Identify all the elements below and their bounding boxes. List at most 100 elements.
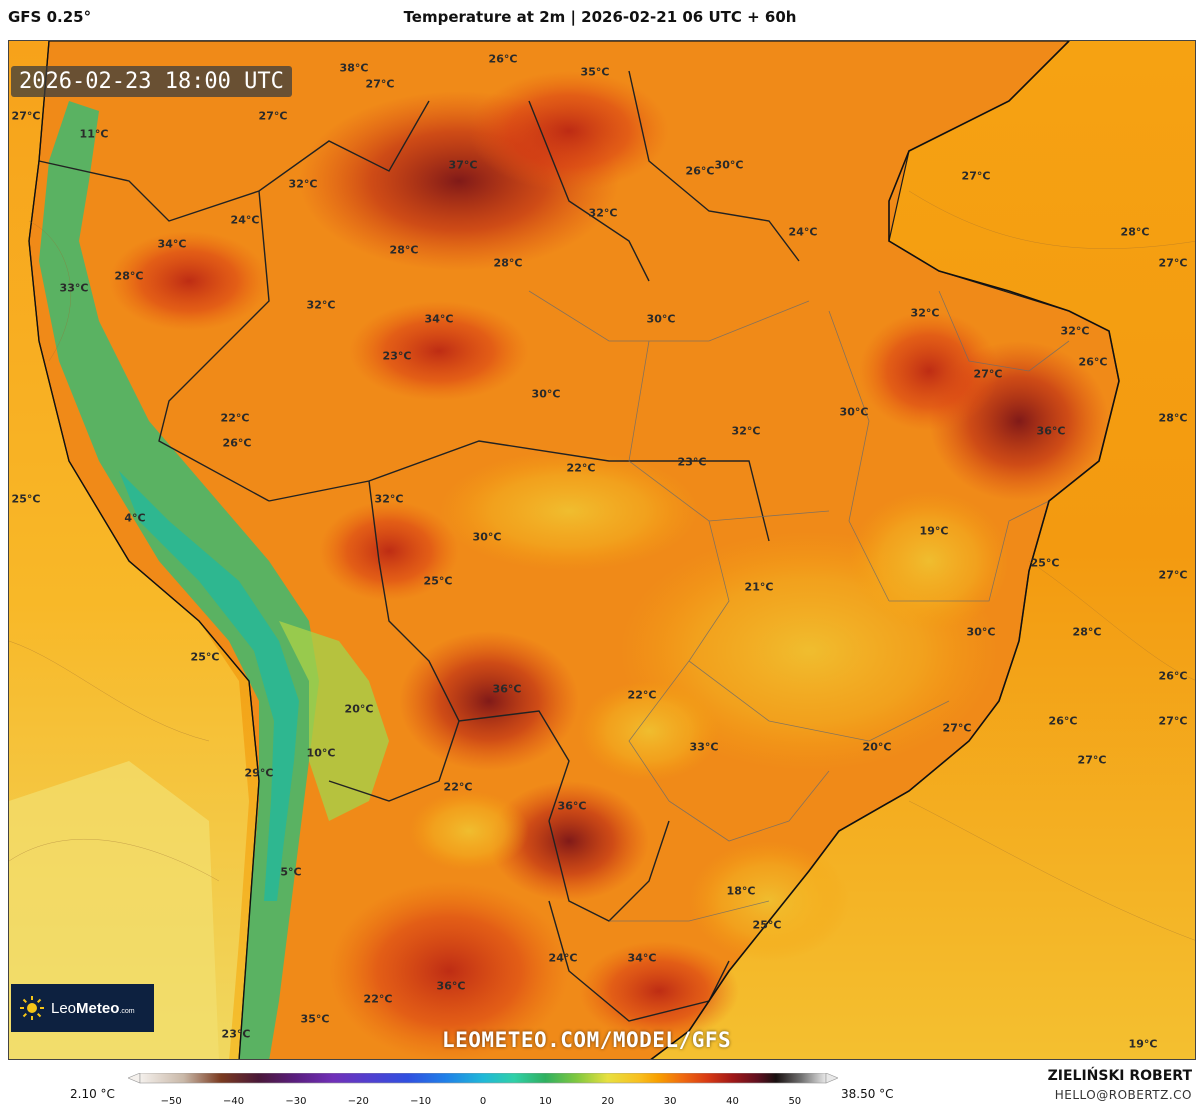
temperature-label: 22°C — [363, 992, 393, 1006]
temperature-label: 28°C — [1158, 411, 1188, 425]
temperature-label: 27°C — [961, 169, 991, 183]
temperature-label: 19°C — [1128, 1037, 1158, 1051]
temperature-label: 20°C — [862, 740, 892, 754]
colorbar-tick-label: −30 — [285, 1096, 307, 1107]
hot-zone-rondonia — [319, 501, 459, 601]
temperature-label: 26°C — [1158, 669, 1188, 683]
temperature-label: 36°C — [557, 799, 587, 813]
temperature-label: 34°C — [627, 951, 657, 965]
isotherm-contours — [9, 190, 1195, 941]
temperature-label: 27°C — [942, 721, 972, 735]
temperature-label: 32°C — [910, 306, 940, 320]
temperature-label: 26°C — [488, 52, 518, 66]
temperature-label: 23°C — [382, 349, 412, 363]
temperature-label: 19°C — [919, 524, 949, 538]
model-label: GFS 0.25° — [8, 8, 92, 26]
temperature-label: 28°C — [493, 256, 523, 270]
colorbar-tick-label: 20 — [601, 1096, 615, 1107]
country-borders — [38, 70, 800, 1022]
temperature-label: 33°C — [59, 281, 89, 295]
temperature-label: 10°C — [306, 746, 336, 760]
temperature-label: 35°C — [580, 65, 610, 79]
temperature-label: 30°C — [839, 405, 869, 419]
temperature-label: 27°C — [11, 109, 41, 123]
temperature-label: 25°C — [752, 918, 782, 932]
temperature-label: 32°C — [374, 492, 404, 506]
temperature-label: 28°C — [389, 243, 419, 257]
temperature-label: 35°C — [300, 1012, 330, 1026]
temperature-label: 23°C — [677, 455, 707, 469]
andes-cold-zone — [39, 101, 319, 1059]
temperature-label: 27°C — [973, 367, 1003, 381]
temperature-colorbar — [128, 1073, 838, 1084]
temperature-label: 38°C — [339, 61, 369, 75]
temperature-label: 26°C — [1078, 355, 1108, 369]
colorbar-left-arrow — [128, 1073, 141, 1084]
logo-brand-a: Leo — [51, 999, 77, 1017]
temperature-label: 36°C — [492, 682, 522, 696]
pacific-coastline — [28, 41, 260, 1059]
colorbar-tick-label: −10 — [410, 1096, 432, 1107]
temperature-label: 24°C — [788, 225, 818, 239]
temperature-map[interactable] — [9, 41, 1196, 1060]
temperature-label: 24°C — [230, 213, 260, 227]
temperature-label: 34°C — [157, 237, 187, 251]
andes-high-altitude — [119, 471, 299, 901]
colorbar-gradient — [139, 1073, 827, 1084]
temperature-label: 27°C — [1158, 568, 1188, 582]
hot-zone-piaui — [859, 311, 999, 431]
altiplano-mild — [279, 621, 389, 821]
temperature-label: 27°C — [1077, 753, 1107, 767]
colorbar-tick-label: 50 — [788, 1096, 802, 1107]
hot-zone-amazon-west — [349, 301, 529, 401]
state-borders — [528, 290, 1070, 922]
logo-brand-suffix: .com — [119, 1007, 135, 1015]
legend-min-label: 2.10 °C — [70, 1087, 115, 1101]
map-panel[interactable]: 2026-02-23 18:00 UTC 38°C 27°C 26°C 35°C 27°… — [8, 40, 1196, 1060]
temperature-label: 28°C — [114, 269, 144, 283]
temperature-label: 32°C — [731, 424, 761, 438]
temperature-label: 11°C — [79, 127, 109, 141]
temperature-label: 36°C — [1036, 424, 1066, 438]
legend-max-label: 38.50 °C — [841, 1087, 894, 1101]
author-email[interactable]: HELLO@ROBERTZ.CO — [1054, 1088, 1192, 1102]
temperature-label: 22°C — [566, 461, 596, 475]
temperature-label: 25°C — [11, 492, 41, 506]
temperature-label: 28°C — [1120, 225, 1150, 239]
temperature-label: 21°C — [744, 580, 774, 594]
mild-zone-bahia — [849, 491, 1009, 631]
temperature-label: 25°C — [190, 650, 220, 664]
leometeo-logo[interactable]: LeoMeteo.com — [11, 984, 154, 1032]
temperature-label: 27°C — [1158, 714, 1188, 728]
colorbar-right-arrow — [825, 1073, 838, 1084]
logo-wordmark: LeoMeteo.com — [51, 1000, 135, 1017]
temperature-label: 32°C — [1060, 324, 1090, 338]
url-watermark: LEOMETEO.COM/MODEL/GFS — [442, 1028, 732, 1052]
temperature-label: 24°C — [548, 951, 578, 965]
temperature-label: 26°C — [222, 436, 252, 450]
temperature-label: 36°C — [436, 979, 466, 993]
temperature-label: 4°C — [124, 511, 146, 525]
temperature-label: 30°C — [531, 387, 561, 401]
hot-zone-bolivia — [399, 631, 579, 771]
colorbar-tick-label: 40 — [726, 1096, 739, 1107]
colorbar-tick-label: −40 — [222, 1096, 245, 1107]
colorbar-tick-label: −50 — [160, 1096, 182, 1107]
temperature-label: 32°C — [306, 298, 336, 312]
hot-zone-colombia — [109, 231, 269, 331]
temperature-label: 26°C — [1048, 714, 1078, 728]
temperature-label: 32°C — [588, 206, 618, 220]
temperature-label: 25°C — [423, 574, 453, 588]
mild-zone-chaco — [409, 791, 529, 871]
temperature-label: 29°C — [244, 766, 274, 780]
temperature-label: 25°C — [1030, 556, 1060, 570]
hot-zone-venezuela — [469, 71, 669, 191]
temperature-label: 33°C — [689, 740, 719, 754]
valid-time-label: 2026-02-23 18:00 UTC — [11, 66, 292, 97]
chart-title: Temperature at 2m | 2026-02-21 06 UTC + … — [403, 8, 797, 26]
author-name: ZIELIŃSKI ROBERT — [1047, 1068, 1192, 1084]
hot-zone-paraguay — [489, 781, 649, 901]
sun-icon — [20, 996, 44, 1020]
hot-zone-argentina — [329, 881, 569, 1059]
temperature-label: 27°C — [365, 77, 395, 91]
